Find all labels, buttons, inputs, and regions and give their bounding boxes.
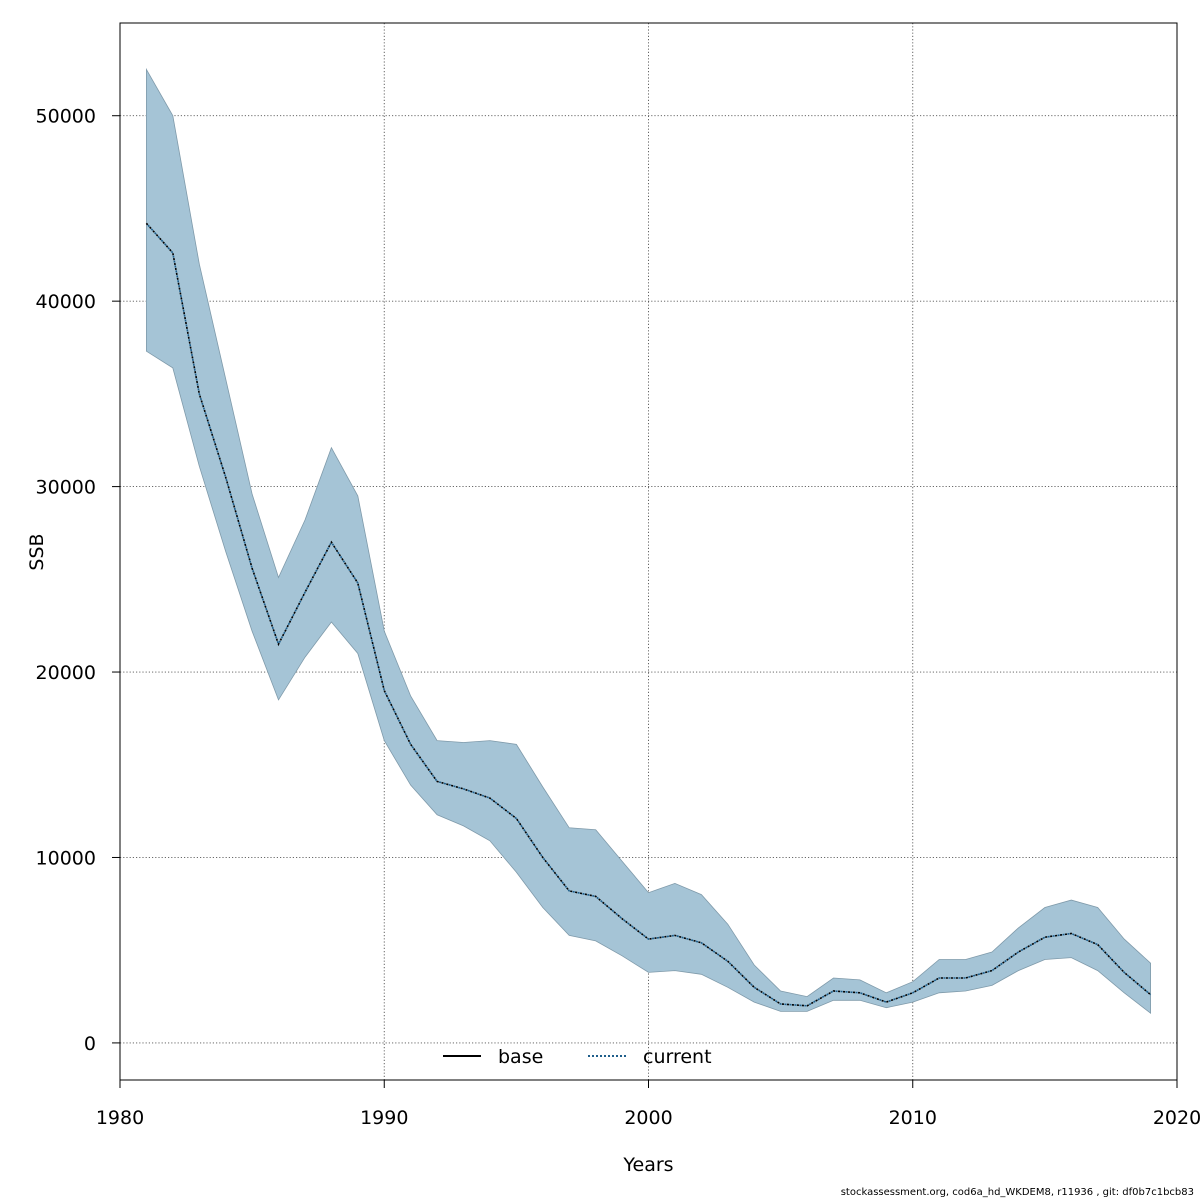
legend-label-base: base — [498, 1046, 543, 1068]
y-axis-title: SSB — [26, 533, 48, 570]
y-tick-label: 30000 — [36, 477, 96, 499]
confidence-band — [146, 67, 1151, 1015]
x-axis: 1980 1990 2000 2010 2020 — [96, 1080, 1200, 1129]
y-tick-label: 0 — [84, 1033, 96, 1055]
x-axis-title: Years — [622, 1154, 673, 1176]
y-tick-label: 40000 — [36, 291, 96, 313]
x-tick-label: 1990 — [360, 1107, 408, 1129]
x-tick-label: 2000 — [624, 1107, 672, 1129]
x-tick-label: 2020 — [1153, 1107, 1200, 1129]
y-axis: 0 10000 20000 30000 40000 50000 — [36, 106, 120, 1055]
y-tick-label: 20000 — [36, 662, 96, 684]
y-tick-label: 50000 — [36, 106, 96, 128]
legend: base current — [443, 1046, 712, 1068]
series-line-current — [145, 222, 1152, 1007]
y-tick-label: 10000 — [36, 847, 96, 869]
x-tick-label: 2010 — [889, 1107, 937, 1129]
x-tick-label: 1980 — [96, 1107, 144, 1129]
footer-caption: stockassessment.org, cod6a_hd_WKDEM8, r1… — [840, 1187, 1194, 1198]
legend-label-current: current — [643, 1046, 712, 1068]
